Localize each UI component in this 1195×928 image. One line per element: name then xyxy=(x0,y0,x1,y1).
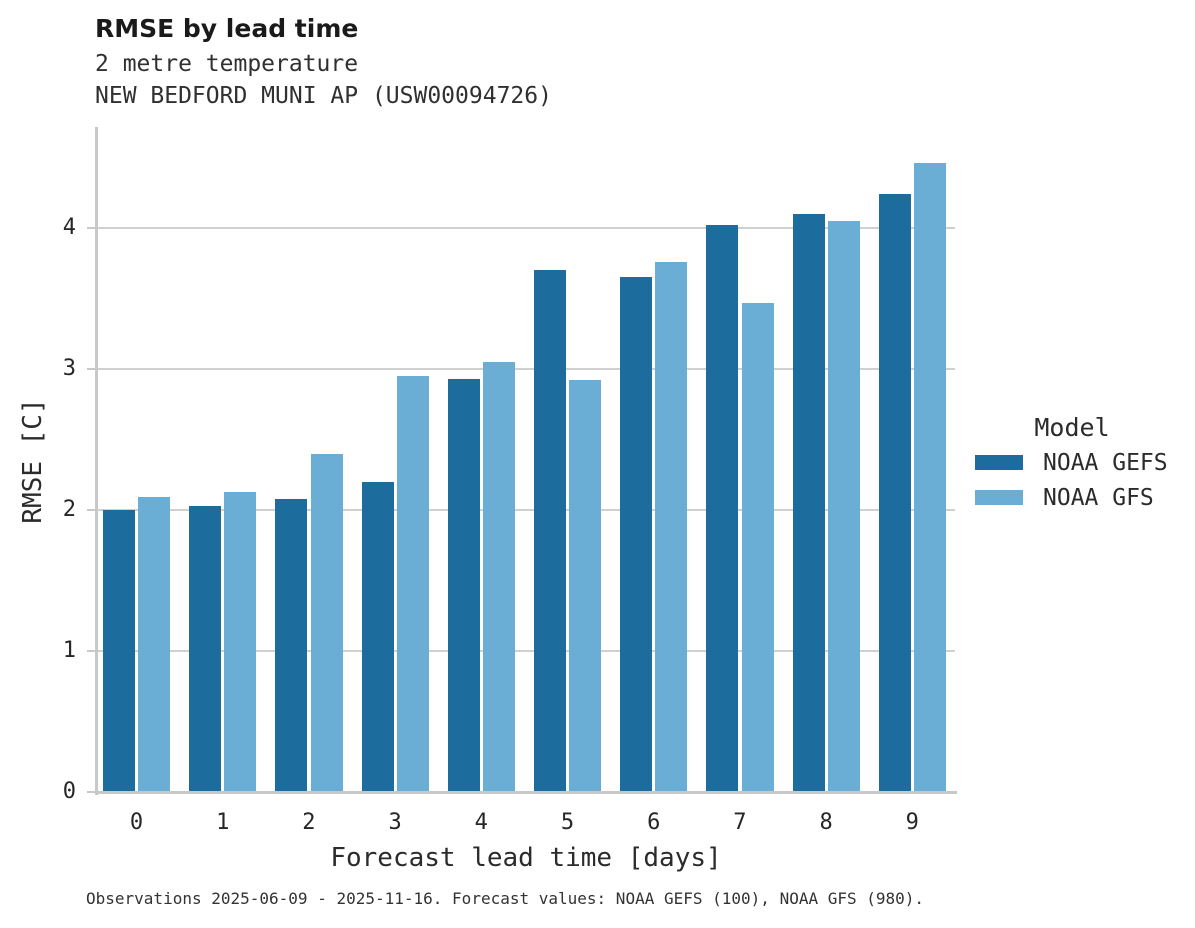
gridline-y4 xyxy=(98,227,955,229)
x-tick-label-1: 1 xyxy=(216,810,230,835)
x-tick-label-5: 5 xyxy=(560,810,575,835)
bar-noaa-gfs-lead-9 xyxy=(913,163,946,792)
gridline-y2 xyxy=(98,509,955,511)
chart-station-line: NEW BEDFORD MUNI AP (USW00094726) xyxy=(95,83,552,109)
y-axis-line xyxy=(95,127,98,795)
legend-swatch-noaa-gefs xyxy=(975,455,1023,470)
bar-noaa-gefs-lead-0 xyxy=(102,510,135,792)
bar-noaa-gfs-lead-2 xyxy=(310,454,343,792)
bar-noaa-gefs-lead-7 xyxy=(706,225,739,792)
gridline-y3 xyxy=(98,368,955,370)
x-tick-label-3: 3 xyxy=(388,810,402,835)
x-tick-label-0: 0 xyxy=(129,810,144,835)
bar-noaa-gefs-lead-4 xyxy=(447,379,480,792)
y-tick-label-4: 4 xyxy=(62,215,76,240)
bar-noaa-gefs-lead-3 xyxy=(361,482,394,792)
x-tick-label-2: 2 xyxy=(302,810,316,835)
y-tick-label-3: 3 xyxy=(62,356,76,381)
bar-noaa-gfs-lead-6 xyxy=(655,262,688,792)
y-tick-mark-3 xyxy=(87,368,95,370)
figure-caption: Observations 2025-06-09 - 2025-11-16. Fo… xyxy=(86,889,925,908)
legend-label-noaa-gefs: NOAA GEFS xyxy=(1043,450,1168,476)
bar-noaa-gfs-lead-4 xyxy=(482,362,515,792)
bar-noaa-gefs-lead-9 xyxy=(878,194,911,792)
y-tick-label-0: 0 xyxy=(62,779,76,804)
bar-noaa-gefs-lead-5 xyxy=(533,270,566,792)
y-tick-mark-1 xyxy=(87,650,95,652)
bar-noaa-gefs-lead-6 xyxy=(620,277,653,792)
bar-noaa-gfs-lead-1 xyxy=(224,492,257,792)
bar-noaa-gefs-lead-8 xyxy=(792,214,825,792)
x-tick-label-6: 6 xyxy=(647,810,661,835)
y-tick-label-1: 1 xyxy=(62,638,76,663)
y-tick-mark-0 xyxy=(87,791,95,793)
bar-noaa-gefs-lead-2 xyxy=(275,499,308,792)
bar-noaa-gfs-lead-5 xyxy=(569,380,602,792)
x-tick-label-4: 4 xyxy=(474,810,488,835)
x-tick-label-9: 9 xyxy=(905,810,919,835)
chart-title: RMSE by lead time xyxy=(95,14,359,43)
bar-noaa-gfs-lead-0 xyxy=(138,497,171,792)
x-tick-label-8: 8 xyxy=(819,810,833,835)
y-tick-mark-4 xyxy=(87,227,95,229)
legend-label-noaa-gfs: NOAA GFS xyxy=(1043,485,1154,511)
x-axis-title: Forecast lead time [days] xyxy=(330,843,722,873)
x-axis-line xyxy=(95,791,957,794)
legend-swatch-noaa-gfs xyxy=(975,490,1023,505)
y-tick-mark-2 xyxy=(87,509,95,511)
chart-subtitle: 2 metre temperature xyxy=(95,51,359,77)
bar-noaa-gfs-lead-8 xyxy=(827,221,860,792)
y-tick-label-2: 2 xyxy=(62,497,76,522)
legend-title: Model xyxy=(1034,413,1110,442)
bar-noaa-gefs-lead-1 xyxy=(189,506,222,792)
gridline-y1 xyxy=(98,650,955,652)
bar-noaa-gfs-lead-3 xyxy=(396,376,429,792)
x-tick-label-7: 7 xyxy=(733,810,747,835)
bar-noaa-gfs-lead-7 xyxy=(741,303,774,792)
